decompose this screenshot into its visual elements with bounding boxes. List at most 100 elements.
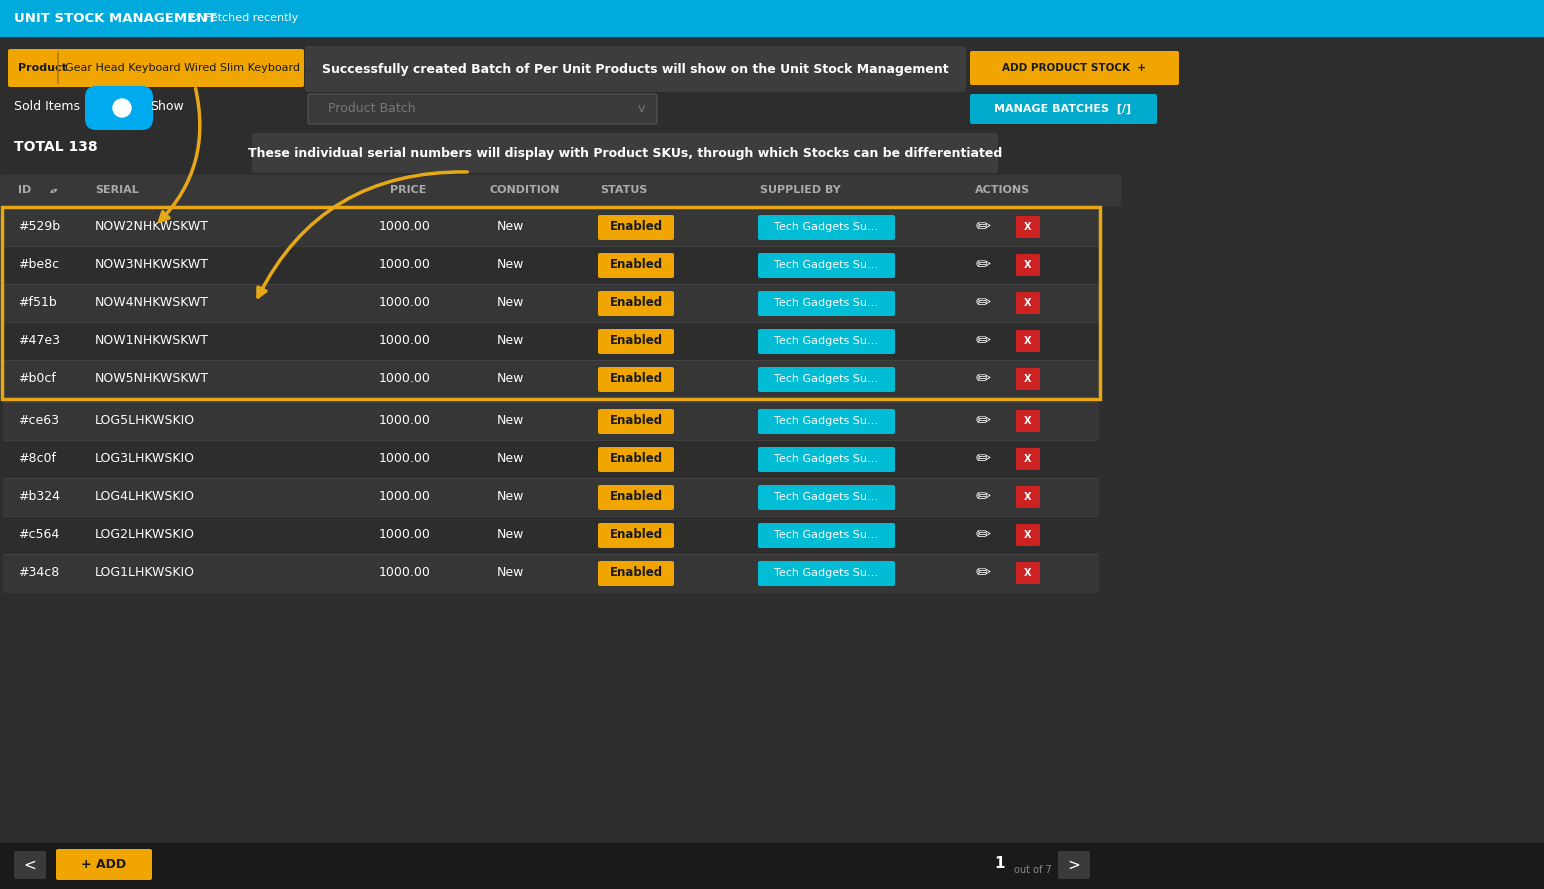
- Text: Sold Items: Sold Items: [14, 100, 80, 114]
- Text: SERIAL: SERIAL: [96, 185, 139, 195]
- FancyBboxPatch shape: [758, 447, 896, 472]
- Text: X: X: [1024, 374, 1031, 384]
- Text: TOTAL 138: TOTAL 138: [14, 140, 97, 154]
- Text: Enabled: Enabled: [610, 453, 662, 466]
- Text: out of 7: out of 7: [1014, 865, 1051, 875]
- Text: #8c0f: #8c0f: [19, 453, 56, 466]
- Text: ACTIONS: ACTIONS: [974, 185, 1030, 195]
- Text: ✏: ✏: [974, 488, 990, 506]
- FancyBboxPatch shape: [758, 561, 896, 586]
- Text: UNIT STOCK MANAGEMENT: UNIT STOCK MANAGEMENT: [14, 12, 216, 25]
- Bar: [3, 402, 1098, 440]
- Text: These individual serial numbers will display with Product SKUs, through which St: These individual serial numbers will dis…: [249, 147, 1002, 159]
- Text: NOW5NHKWSKWT: NOW5NHKWSKWT: [96, 372, 208, 386]
- FancyBboxPatch shape: [758, 485, 896, 510]
- Text: #34c8: #34c8: [19, 566, 59, 580]
- Text: NOW1NHKWSKWT: NOW1NHKWSKWT: [96, 334, 208, 348]
- Text: #be8c: #be8c: [19, 259, 59, 271]
- FancyBboxPatch shape: [758, 253, 896, 278]
- Text: Enabled: Enabled: [610, 259, 662, 271]
- FancyBboxPatch shape: [758, 409, 896, 434]
- Text: #529b: #529b: [19, 220, 60, 234]
- Text: Tech Gadgets Su...: Tech Gadgets Su...: [774, 260, 879, 270]
- FancyBboxPatch shape: [970, 51, 1180, 85]
- Text: X: X: [1024, 530, 1031, 540]
- FancyBboxPatch shape: [1016, 562, 1041, 584]
- Bar: [3, 360, 1098, 398]
- FancyBboxPatch shape: [1016, 368, 1041, 390]
- Text: Product: Product: [19, 63, 66, 73]
- Text: #b324: #b324: [19, 491, 60, 503]
- FancyBboxPatch shape: [1016, 486, 1041, 508]
- FancyBboxPatch shape: [14, 851, 46, 879]
- FancyBboxPatch shape: [598, 485, 675, 510]
- FancyBboxPatch shape: [598, 561, 675, 586]
- Text: MANAGE BATCHES  [/]: MANAGE BATCHES [/]: [994, 104, 1132, 114]
- Text: <: <: [23, 858, 37, 872]
- FancyBboxPatch shape: [1058, 851, 1090, 879]
- Text: ✏: ✏: [974, 412, 990, 430]
- FancyBboxPatch shape: [1016, 292, 1041, 314]
- Bar: [0, 175, 1119, 205]
- Text: #ce63: #ce63: [19, 414, 59, 428]
- FancyBboxPatch shape: [1016, 524, 1041, 546]
- Bar: [2, 207, 1099, 399]
- FancyBboxPatch shape: [1016, 330, 1041, 352]
- Text: LOG5LHKWSKIO: LOG5LHKWSKIO: [96, 414, 195, 428]
- Text: 1000.00: 1000.00: [380, 566, 431, 580]
- Text: Fetched recently: Fetched recently: [205, 13, 298, 23]
- Text: Tech Gadgets Su...: Tech Gadgets Su...: [774, 454, 879, 464]
- Bar: [3, 208, 1098, 246]
- Bar: [3, 440, 1098, 478]
- Text: Enabled: Enabled: [610, 414, 662, 428]
- Text: LOG1LHKWSKIO: LOG1LHKWSKIO: [96, 566, 195, 580]
- Text: Enabled: Enabled: [610, 491, 662, 503]
- Text: New: New: [496, 566, 523, 580]
- Text: Enabled: Enabled: [610, 566, 662, 580]
- FancyBboxPatch shape: [598, 367, 675, 392]
- Text: X: X: [1024, 492, 1031, 502]
- FancyBboxPatch shape: [758, 367, 896, 392]
- Text: ✏: ✏: [974, 218, 990, 236]
- Text: Tech Gadgets Su...: Tech Gadgets Su...: [774, 568, 879, 578]
- Bar: [3, 554, 1098, 592]
- FancyBboxPatch shape: [758, 329, 896, 354]
- Text: #f51b: #f51b: [19, 297, 57, 309]
- FancyBboxPatch shape: [598, 329, 675, 354]
- FancyBboxPatch shape: [598, 409, 675, 434]
- Bar: [0, 0, 1544, 36]
- FancyBboxPatch shape: [1016, 254, 1041, 276]
- FancyBboxPatch shape: [8, 49, 304, 87]
- Text: New: New: [496, 528, 523, 541]
- Text: 1000.00: 1000.00: [380, 491, 431, 503]
- FancyBboxPatch shape: [598, 215, 675, 240]
- Text: New: New: [496, 297, 523, 309]
- FancyBboxPatch shape: [598, 253, 675, 278]
- Text: SUPPLIED BY: SUPPLIED BY: [760, 185, 841, 195]
- Text: Gear Head Keyboard Wired Slim Keyboard ...: Gear Head Keyboard Wired Slim Keyboard .…: [65, 63, 315, 73]
- Text: New: New: [496, 372, 523, 386]
- Text: Show: Show: [150, 100, 184, 114]
- Bar: [3, 478, 1098, 516]
- FancyArrowPatch shape: [159, 89, 199, 221]
- Text: Tech Gadgets Su...: Tech Gadgets Su...: [774, 416, 879, 426]
- Text: 1000.00: 1000.00: [380, 414, 431, 428]
- Text: New: New: [496, 453, 523, 466]
- Text: Successfully created Batch of Per Unit Products will show on the Unit Stock Mana: Successfully created Batch of Per Unit P…: [323, 62, 950, 76]
- Text: X: X: [1024, 416, 1031, 426]
- Text: ID: ID: [19, 185, 31, 195]
- Text: 1000.00: 1000.00: [380, 372, 431, 386]
- Bar: [3, 516, 1098, 554]
- Text: ↻: ↻: [188, 11, 199, 25]
- Text: CONDITION: CONDITION: [489, 185, 560, 195]
- Text: STATUS: STATUS: [601, 185, 647, 195]
- Text: LOG3LHKWSKIO: LOG3LHKWSKIO: [96, 453, 195, 466]
- Text: New: New: [496, 334, 523, 348]
- Text: ✏: ✏: [974, 332, 990, 350]
- Text: NOW4NHKWSKWT: NOW4NHKWSKWT: [96, 297, 208, 309]
- Text: 1000.00: 1000.00: [380, 297, 431, 309]
- Text: Tech Gadgets Su...: Tech Gadgets Su...: [774, 298, 879, 308]
- FancyBboxPatch shape: [307, 94, 658, 124]
- FancyBboxPatch shape: [252, 133, 997, 173]
- Text: Enabled: Enabled: [610, 528, 662, 541]
